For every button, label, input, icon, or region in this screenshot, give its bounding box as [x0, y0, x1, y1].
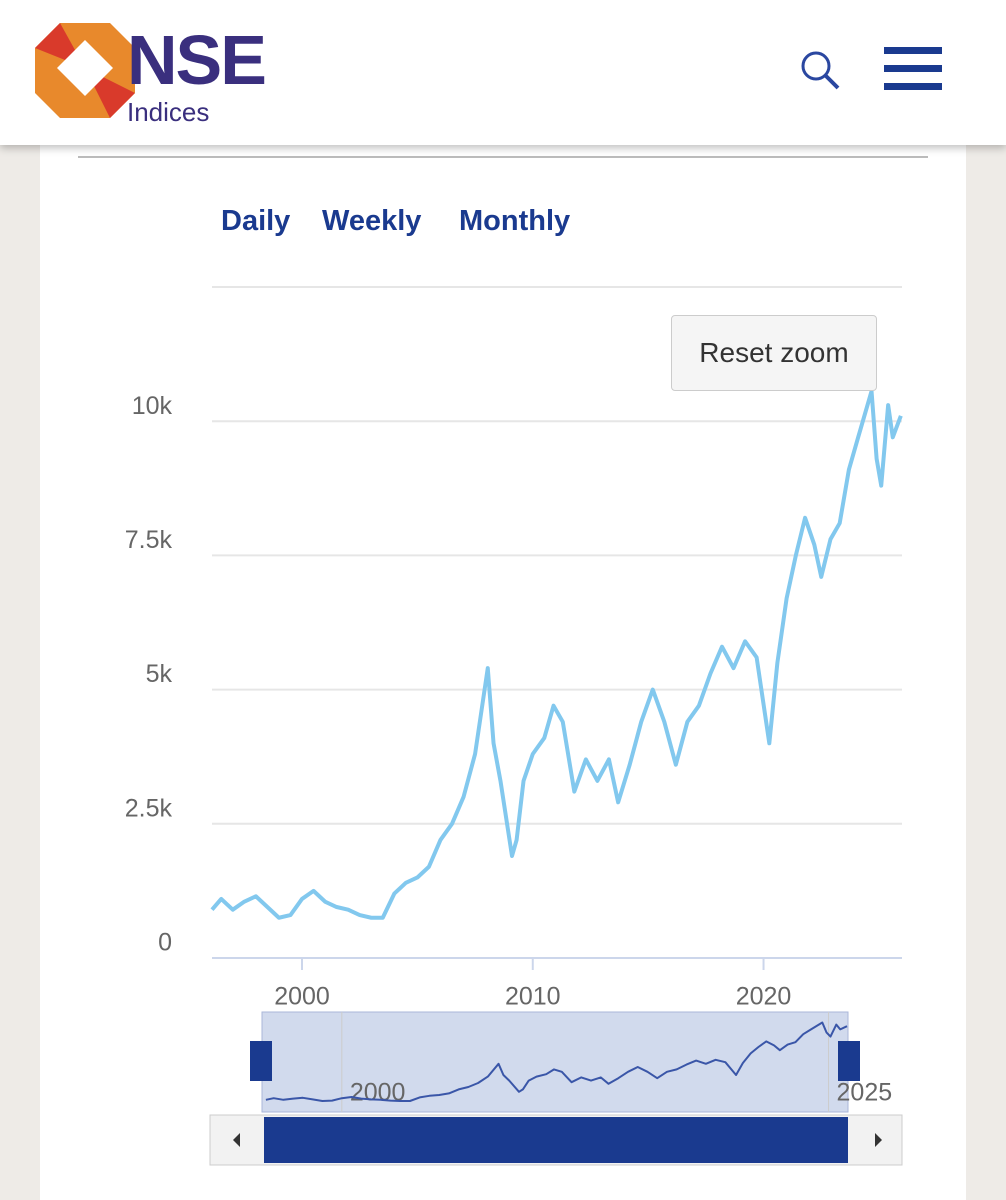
line [210, 389, 903, 920]
scrollbar-thumb [264, 1117, 848, 1163]
reset-zoom-button[interactable]: Reset zoom [671, 315, 877, 391]
header: NSE Indices [0, 0, 1006, 145]
navigator-handle [838, 1041, 860, 1081]
x-tick-label: 2020 [736, 983, 792, 1011]
logo-icon [35, 23, 135, 118]
scroll-left-arrow [233, 1133, 240, 1147]
navigator-line [265, 1021, 848, 1102]
tab[interactable]: Weekly [322, 205, 422, 237]
y-tick-label: 5k [146, 660, 173, 688]
tab[interactable]: Daily [221, 205, 291, 237]
logo-text: NSE [127, 21, 267, 99]
menu-icon[interactable] [884, 45, 944, 95]
tab[interactable]: Monthly [459, 205, 571, 237]
navigator-tick-label: 2025 [837, 1079, 893, 1107]
y-tick-label: 10k [132, 392, 173, 420]
search-icon[interactable] [798, 48, 848, 98]
y-tick-label: 2.5k [125, 794, 173, 822]
logo-subtext: Indices [127, 97, 210, 127]
y-tick-label: 0 [158, 929, 172, 957]
x-tick-label: 2000 [274, 983, 330, 1011]
navigator-handle [250, 1041, 272, 1081]
y-tick-label: 7.5k [125, 526, 173, 554]
navigator-background [212, 1012, 902, 1112]
x-tick-label: 2010 [505, 983, 561, 1011]
navigator-tick-label: 2000 [350, 1079, 406, 1107]
scroll-right-arrow [875, 1133, 882, 1147]
